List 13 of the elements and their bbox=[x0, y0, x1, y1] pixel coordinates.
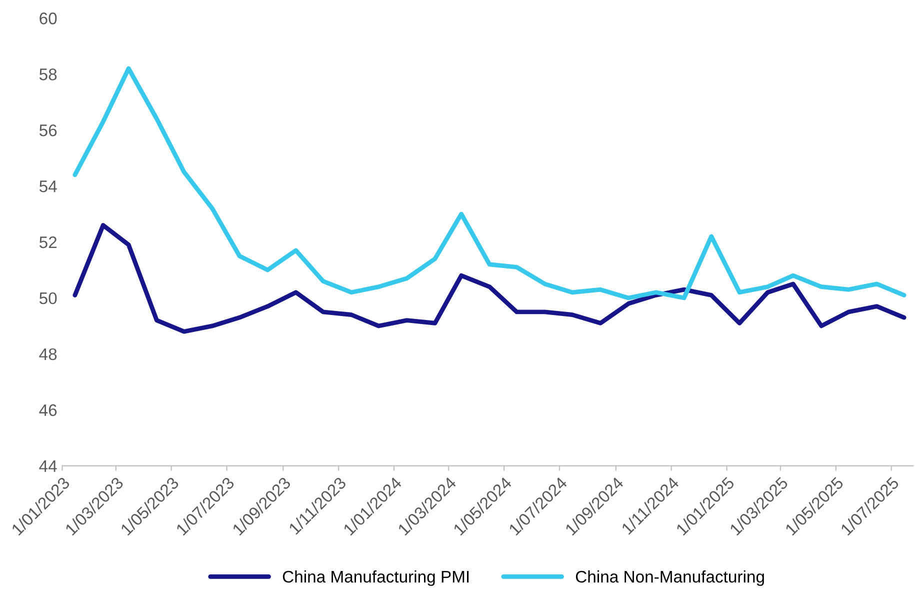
y-tick-label: 60 bbox=[40, 12, 57, 24]
y-tick-label: 44 bbox=[39, 460, 57, 472]
y-tick-label: 50 bbox=[39, 292, 57, 304]
legend-label: China Manufacturing PMI bbox=[282, 570, 469, 586]
y-tick-label: 54 bbox=[39, 180, 57, 192]
legend-label: China Non-Manufacturing bbox=[576, 570, 764, 586]
y-tick-label: 58 bbox=[39, 68, 57, 80]
line-series bbox=[72, 66, 906, 300]
y-tick-label: 52 bbox=[39, 236, 57, 248]
y-tick-label: 48 bbox=[39, 348, 57, 360]
y-tick-label: 46 bbox=[39, 404, 57, 416]
line-series bbox=[72, 222, 906, 334]
y-tick-label: 56 bbox=[39, 124, 57, 136]
